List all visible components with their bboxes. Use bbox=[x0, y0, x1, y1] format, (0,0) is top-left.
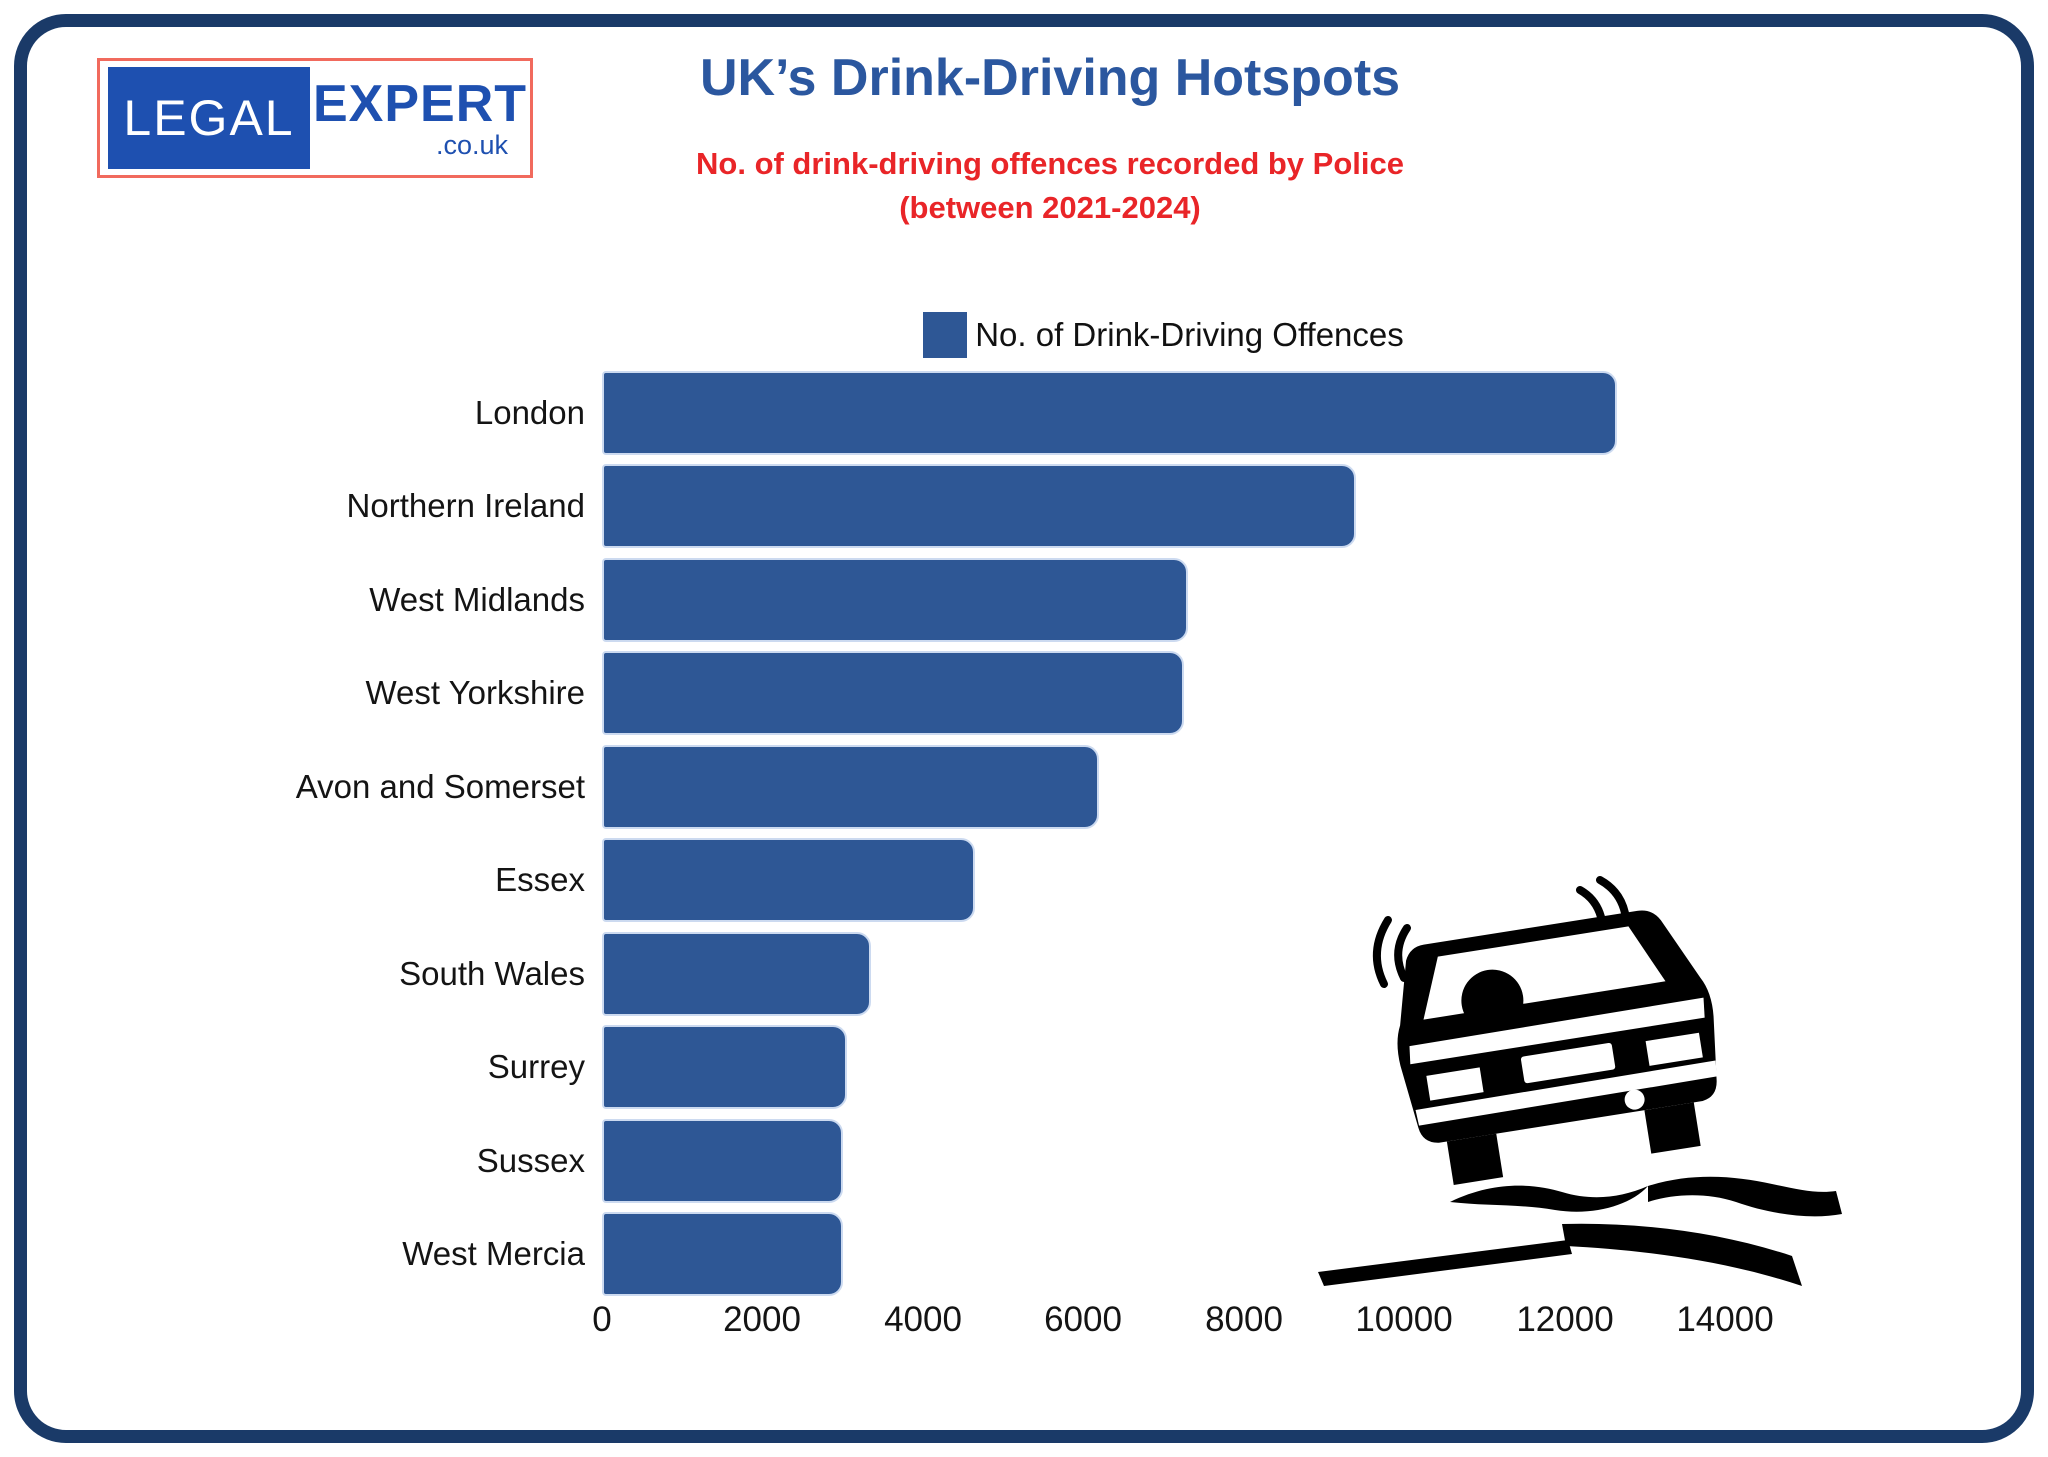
bar-west-yorkshire bbox=[602, 651, 1184, 735]
bar-surrey bbox=[602, 1025, 847, 1109]
x-tick-label: 4000 bbox=[884, 1300, 962, 1339]
car-body bbox=[1397, 910, 1718, 1185]
bar-london bbox=[602, 371, 1617, 455]
chart-legend: No. of Drink-Driving Offences bbox=[602, 312, 1725, 358]
category-label: London bbox=[474, 394, 585, 431]
x-tick-label: 10000 bbox=[1355, 1300, 1453, 1339]
x-tick-label: 14000 bbox=[1676, 1300, 1774, 1339]
subtitle-line1: No. of drink-driving offences recorded b… bbox=[696, 146, 1404, 181]
bar-sussex bbox=[602, 1119, 843, 1203]
x-tick-label: 8000 bbox=[1205, 1300, 1283, 1339]
logo-legal-text: LEGAL bbox=[123, 90, 295, 146]
vibration-marks bbox=[1372, 876, 1629, 988]
category-label: Essex bbox=[495, 861, 585, 898]
category-label: Sussex bbox=[476, 1142, 585, 1179]
category-label: Surrey bbox=[487, 1048, 585, 1085]
legend-label: No. of Drink-Driving Offences bbox=[975, 316, 1404, 353]
subtitle-line2: (between 2021-2024) bbox=[899, 190, 1201, 225]
page-subtitle: No. of drink-driving offences recorded b… bbox=[400, 142, 1700, 230]
category-label: Northern Ireland bbox=[346, 487, 585, 524]
bar-west-mercia bbox=[602, 1212, 843, 1296]
x-tick-label: 0 bbox=[592, 1300, 612, 1339]
category-label: West Yorkshire bbox=[365, 674, 586, 711]
page-title: UK’s Drink-Driving Hotspots bbox=[699, 49, 1401, 107]
logo-domain-text: .co.uk bbox=[435, 129, 508, 160]
skid-road bbox=[1318, 1176, 1842, 1286]
logo-expert-text: EXPERT bbox=[312, 74, 528, 133]
logo-legal-box: LEGAL bbox=[108, 67, 310, 169]
category-label: West Midlands bbox=[369, 581, 585, 618]
category-label: Avon and Somerset bbox=[295, 768, 585, 805]
x-tick-label: 6000 bbox=[1044, 1300, 1122, 1339]
legend-swatch bbox=[923, 312, 968, 358]
x-tick-label: 12000 bbox=[1516, 1300, 1614, 1339]
logo-right-block: EXPERT .co.uk bbox=[310, 78, 530, 159]
bar-west-midlands bbox=[602, 558, 1188, 642]
bar-south-wales bbox=[602, 932, 871, 1016]
skidding-car-icon bbox=[1318, 876, 1842, 1286]
bar-avon-and-somerset bbox=[602, 745, 1099, 829]
category-label: South Wales bbox=[399, 955, 585, 992]
legal-expert-logo: LEGAL EXPERT .co.uk bbox=[97, 58, 533, 178]
category-label: West Mercia bbox=[402, 1235, 585, 1272]
bar-northern-ireland bbox=[602, 464, 1356, 548]
x-tick-label: 2000 bbox=[723, 1300, 801, 1339]
bar-essex bbox=[602, 838, 975, 922]
